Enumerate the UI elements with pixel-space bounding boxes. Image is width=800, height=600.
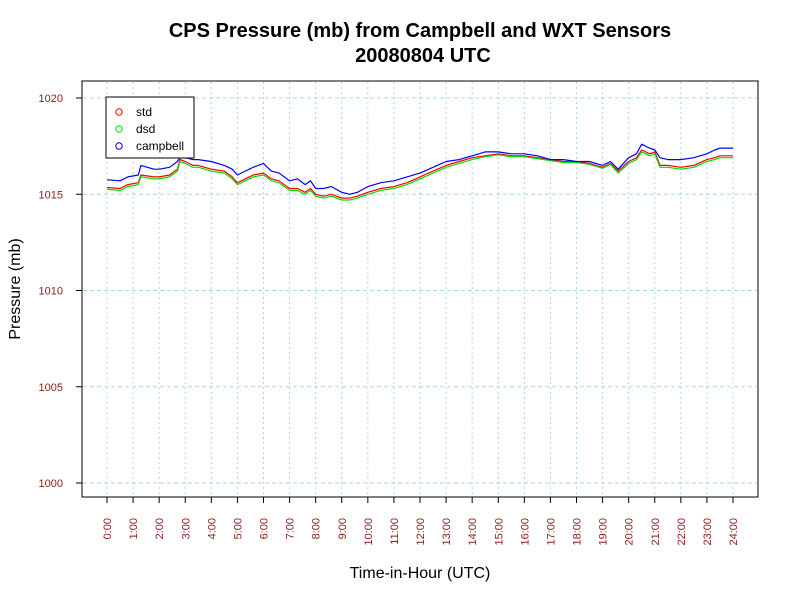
x-tick-label: 13:00 <box>441 518 453 546</box>
legend-label-dsd: dsd <box>136 122 155 136</box>
x-tick-label: 2:00 <box>154 518 166 539</box>
chart-subtitle: 20080804 UTC <box>355 45 491 67</box>
x-tick-label: 18:00 <box>572 518 584 546</box>
x-tick-label: 17:00 <box>545 518 557 546</box>
x-tick-label: 11:00 <box>389 518 401 545</box>
x-tick-label: 7:00 <box>285 518 297 539</box>
x-tick-label: 3:00 <box>180 518 192 539</box>
x-tick-label: 22:00 <box>676 518 688 546</box>
x-axis: 0:00 1:00 2:00 3:00 4:00 5:00 6:00 7:00 8:00 9:00… <box>102 497 740 546</box>
x-tick-label: 23:00 <box>702 518 714 546</box>
series-line-campbell <box>106 143 733 195</box>
y-tick-label: 1015 <box>39 189 63 201</box>
x-tick-label: 24:00 <box>728 518 740 546</box>
x-tick-label: 0:00 <box>102 518 114 539</box>
y-tick-label: 1000 <box>39 478 63 490</box>
x-tick-label: 10:00 <box>363 518 375 546</box>
legend: std dsd campbell <box>105 96 195 159</box>
x-axis-label: Time-in-Hour (UTC) <box>350 565 491 582</box>
x-tick-label: 12:00 <box>415 518 427 546</box>
x-tick-label: 6:00 <box>259 518 271 539</box>
grid-lines <box>83 82 757 496</box>
x-tick-label: 14:00 <box>467 518 479 546</box>
legend-box <box>105 96 195 159</box>
y-tick-label: 1005 <box>39 382 63 394</box>
x-tick-label: 4:00 <box>206 518 218 539</box>
x-tick-label: 16:00 <box>519 518 531 546</box>
x-tick-label: 5:00 <box>232 518 244 539</box>
y-axis: 1000 1005 1010 1015 1020 <box>39 93 82 490</box>
legend-label-std: std <box>136 105 152 119</box>
x-tick-label: 1:00 <box>128 518 140 539</box>
y-tick-label: 1020 <box>39 93 63 105</box>
y-tick-label: 1010 <box>39 286 63 298</box>
series-lines <box>106 143 733 201</box>
legend-marker-dsd <box>115 125 123 133</box>
legend-label-campbell: campbell <box>136 139 184 153</box>
x-tick-label: 9:00 <box>337 518 349 539</box>
series-line-std <box>106 149 733 199</box>
legend-marker-campbell <box>115 142 123 150</box>
x-tick-label: 19:00 <box>598 518 610 546</box>
y-axis-label: Pressure (mb) <box>7 238 24 339</box>
x-tick-label: 21:00 <box>650 518 662 546</box>
chart-title: CPS Pressure (mb) from Campbell and WXT … <box>169 20 671 42</box>
x-tick-label: 15:00 <box>493 518 505 546</box>
series-line-dsd <box>106 151 733 201</box>
x-tick-label: 20:00 <box>624 518 636 546</box>
legend-marker-std <box>115 108 123 116</box>
x-tick-label: 8:00 <box>311 518 323 539</box>
